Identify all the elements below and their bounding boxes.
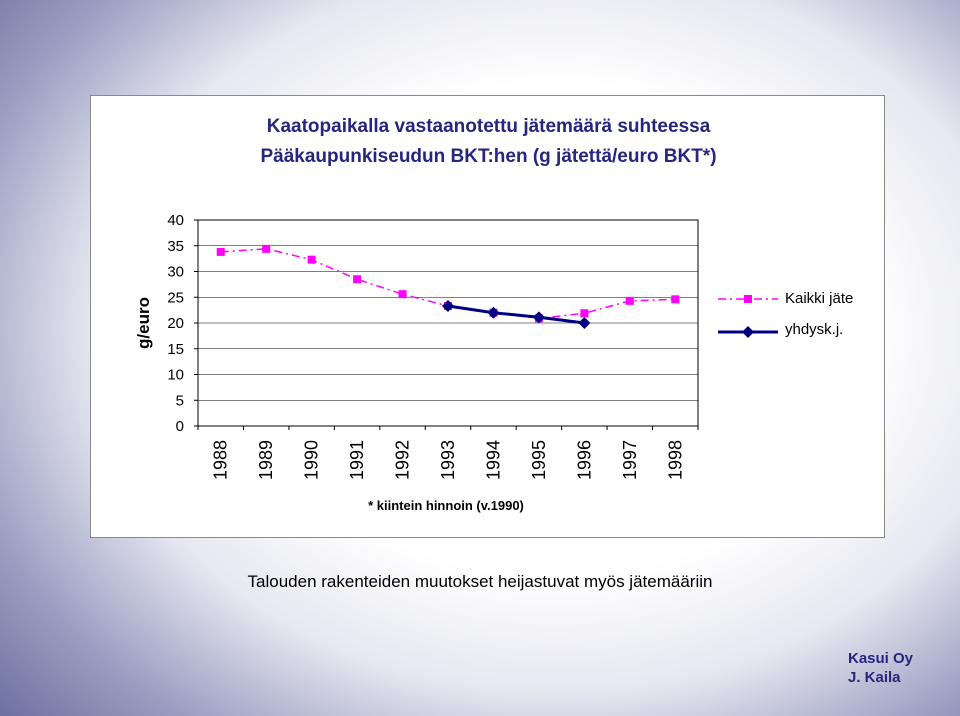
y-tick-label: 40 xyxy=(167,212,184,229)
data-point-kaikki xyxy=(671,295,680,304)
y-tick-label: 0 xyxy=(176,418,184,435)
x-tick-label: 1988 xyxy=(211,440,231,480)
data-point-yhdysk xyxy=(578,317,591,329)
y-tick-label: 10 xyxy=(167,367,184,384)
x-tick-label: 1989 xyxy=(256,440,276,480)
data-point-kaikki xyxy=(307,255,316,264)
x-tick-label: 1997 xyxy=(620,440,640,480)
chart-footnote: * kiintein hinnoin (v.1990) xyxy=(368,498,524,513)
series-line-yhdysk xyxy=(447,304,585,325)
y-tick-label: 20 xyxy=(167,315,184,332)
y-tick-label: 30 xyxy=(167,264,184,281)
line-chart: 0 5 10 15 20 25 30 35 40 1988 1989 1990 1991 1992 1993… xyxy=(134,212,778,480)
y-tick-label: 15 xyxy=(167,341,184,358)
y-tick-label: 35 xyxy=(167,238,184,255)
data-point-kaikki xyxy=(398,290,407,299)
data-point-yhdysk xyxy=(487,306,500,319)
legend-label-kaikki: Kaikki jäte xyxy=(785,290,854,307)
chart-panel: 0 5 10 15 20 25 30 35 40 1988 1989 1990 1991 1992 1993… xyxy=(90,95,885,538)
chart-title-line1: Kaatopaikalla vastaanotettu jätemäärä su… xyxy=(266,116,711,137)
x-tick-label: 1998 xyxy=(665,440,685,480)
data-point-kaikki xyxy=(580,309,589,318)
y-tick-label: 25 xyxy=(167,289,184,306)
data-point-yhdysk xyxy=(532,311,545,324)
x-tick-label: 1995 xyxy=(529,440,549,480)
x-tick-label: 1993 xyxy=(438,440,458,480)
legend-marker-yhdysk xyxy=(742,326,754,338)
data-point-kaikki xyxy=(625,296,634,305)
data-point-kaikki xyxy=(353,275,362,284)
x-tick-label: 1990 xyxy=(302,440,322,480)
author-name: J. Kaila xyxy=(848,669,901,686)
x-tick-label: 1992 xyxy=(393,440,413,480)
x-tick-label: 1991 xyxy=(347,440,367,480)
y-tick-label: 5 xyxy=(176,392,184,409)
plot-area xyxy=(197,219,699,427)
data-point-kaikki xyxy=(262,244,271,253)
legend-marker-kaikki xyxy=(744,295,752,303)
author-company: Kasui Oy xyxy=(848,650,914,667)
data-point-kaikki xyxy=(216,247,225,256)
data-point-yhdysk xyxy=(442,300,454,313)
y-axis-label: g/euro xyxy=(134,297,153,349)
chart-title-line2: Pääkaupunkiseudun BKT:hen (g jätettä/eur… xyxy=(260,146,717,167)
x-tick-label: 1996 xyxy=(574,440,594,480)
x-tick-label: 1994 xyxy=(483,440,503,480)
legend-label-yhdysk: yhdysk.j. xyxy=(785,321,844,338)
slide-caption: Talouden rakenteiden muutokset heijastuv… xyxy=(247,572,713,591)
